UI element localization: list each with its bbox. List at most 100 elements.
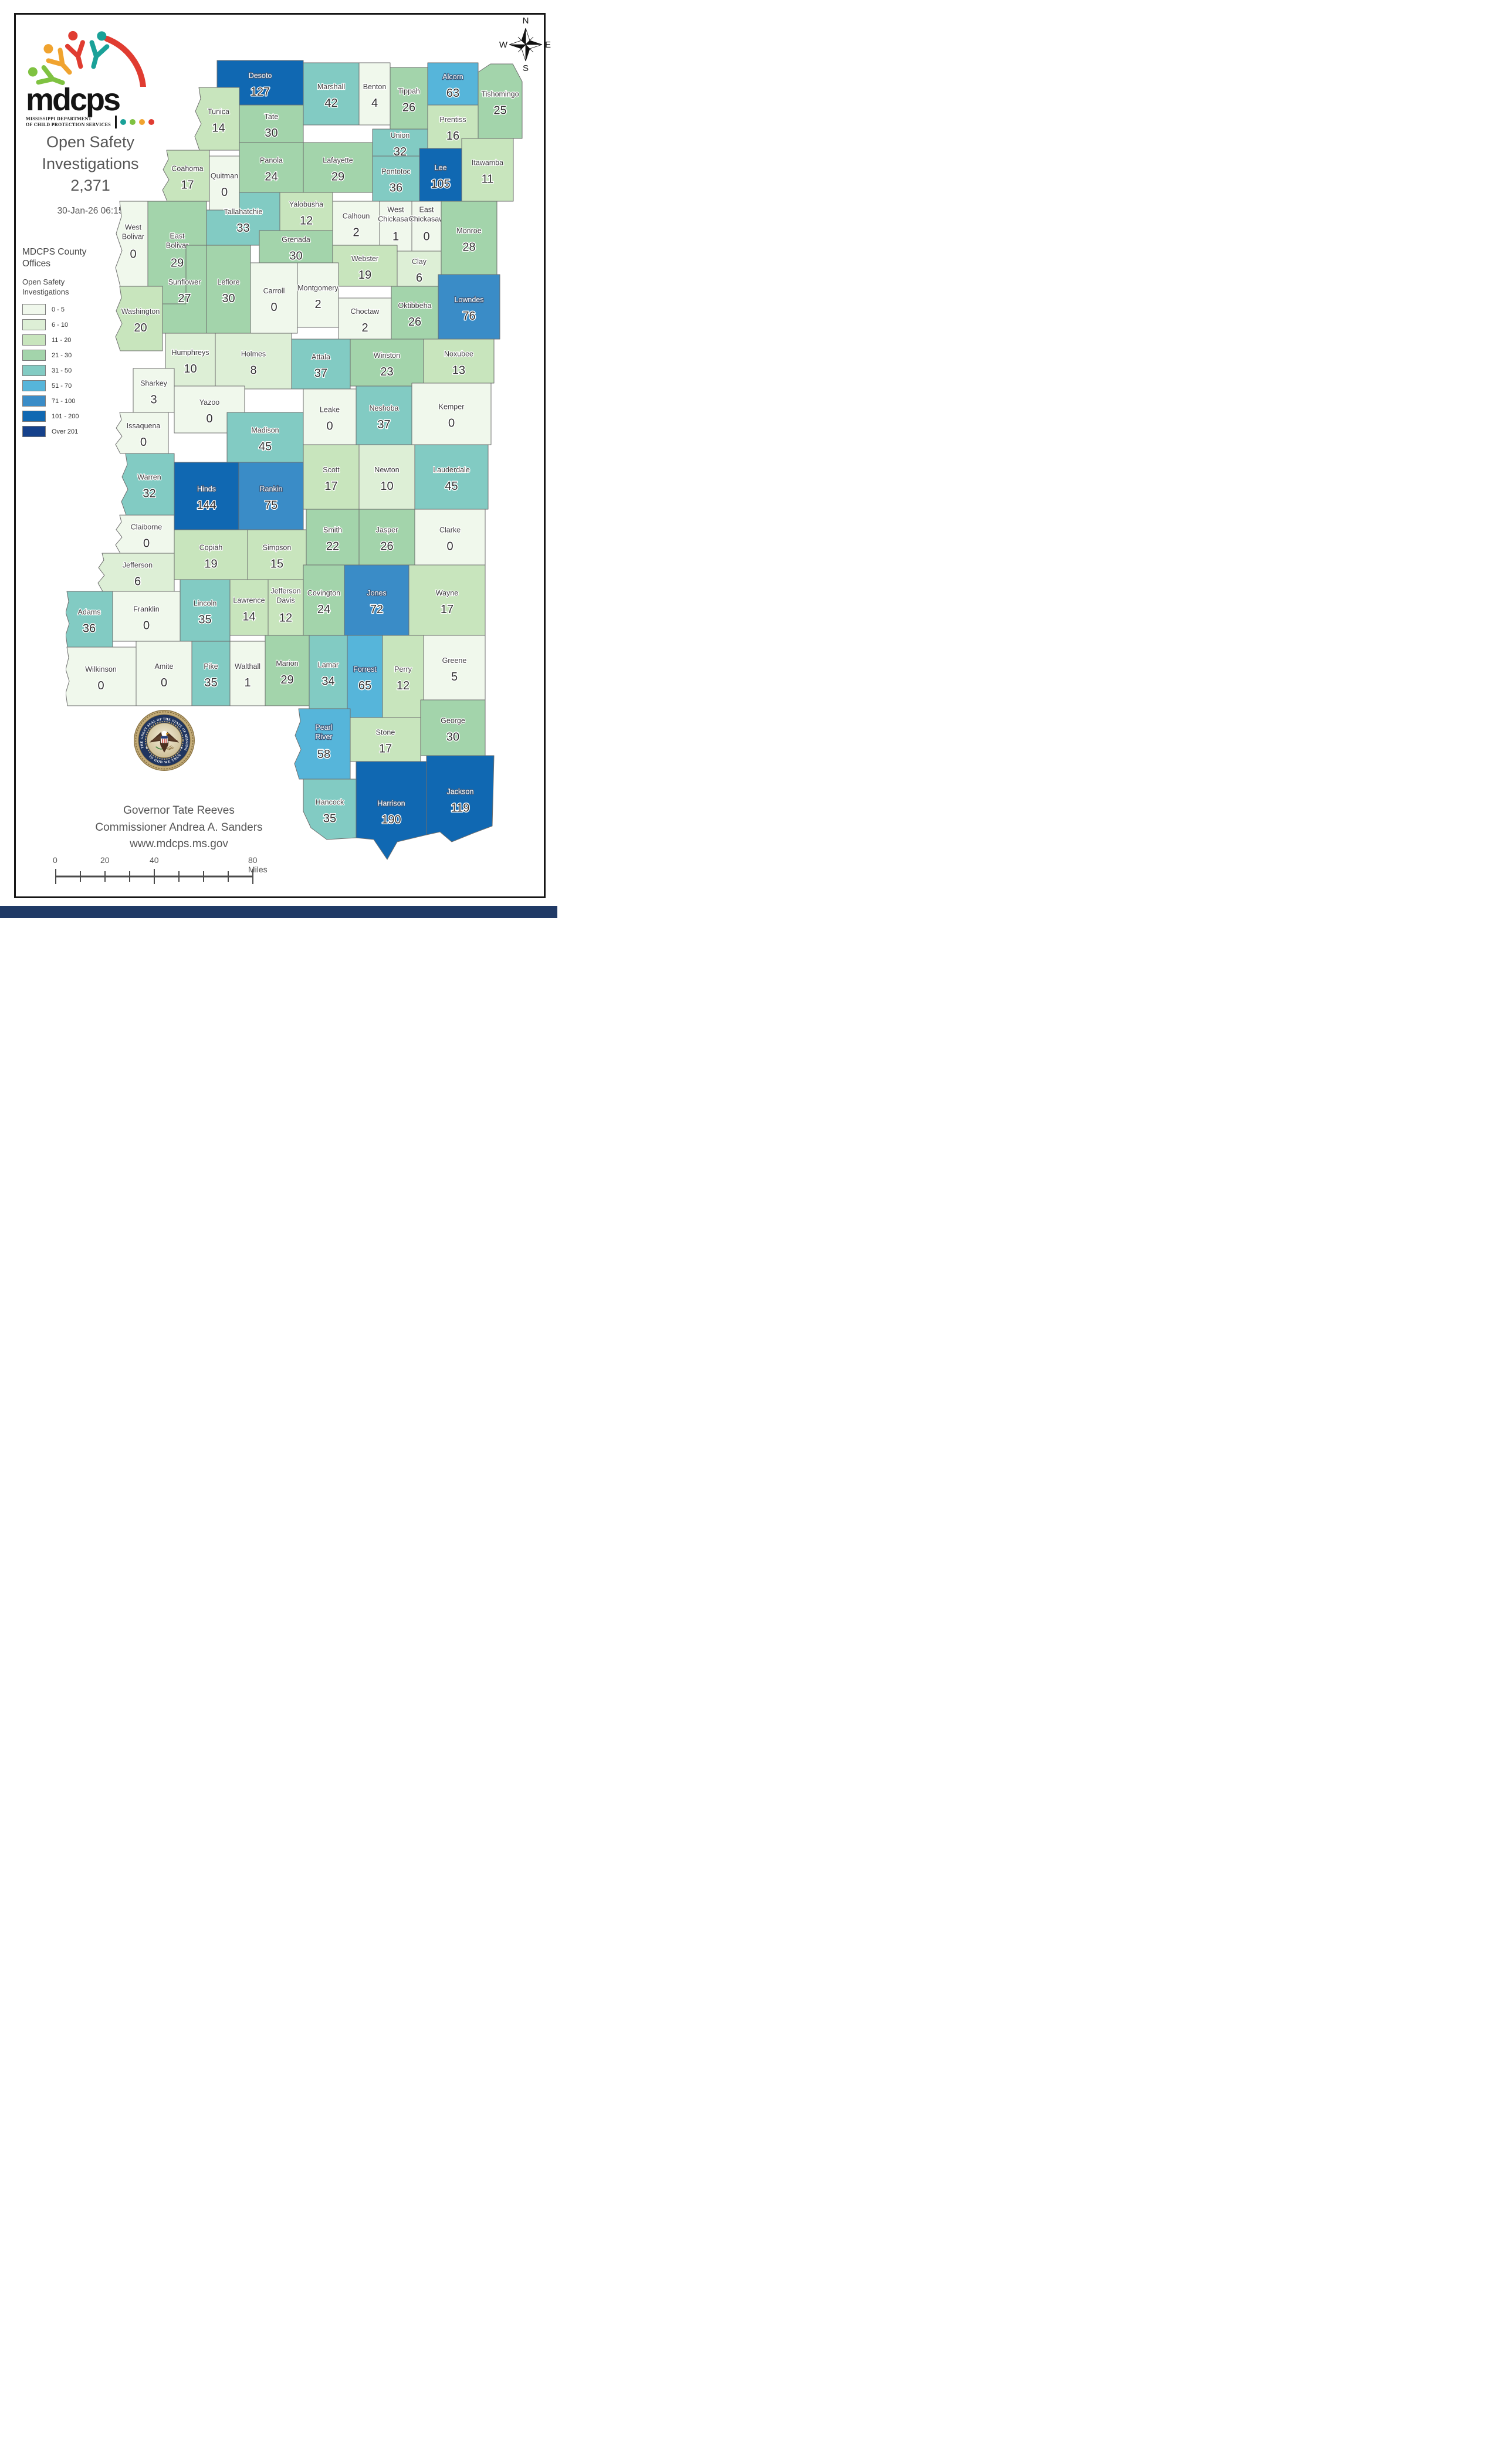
county-bolivar_e-name: Bolivar bbox=[166, 242, 188, 250]
county-adams-name: Adams bbox=[78, 608, 101, 617]
logo-person-icon bbox=[43, 44, 72, 75]
county-lafayette bbox=[303, 142, 373, 193]
logo-tagline: MISSISSIPPI DEPARTMENT OF CHILD PROTECTI… bbox=[26, 116, 111, 128]
county-pearlriver bbox=[294, 708, 351, 780]
county-lawrence bbox=[229, 579, 269, 636]
county-covington bbox=[303, 564, 345, 636]
county-holmes-value: 8 bbox=[250, 364, 256, 377]
scale-label-0: 0 bbox=[53, 855, 57, 865]
county-greene bbox=[423, 635, 486, 700]
legend-row-2: 11 - 20 bbox=[22, 334, 122, 346]
county-coahoma-value: 17 bbox=[181, 179, 194, 192]
compass-east-label: E bbox=[545, 40, 551, 50]
county-franklin-name: Franklin bbox=[133, 605, 160, 614]
county-madison-name: Madison bbox=[251, 427, 279, 435]
county-pike bbox=[191, 641, 231, 706]
county-scott-value: 17 bbox=[324, 480, 337, 493]
report-title-line2: Investigations bbox=[42, 155, 139, 172]
county-oktibbeha-name: Oktibbeha bbox=[398, 302, 432, 310]
county-tishomingo-name: Tishomingo bbox=[481, 90, 519, 99]
county-warren bbox=[121, 453, 175, 516]
county-sunflower-value: 27 bbox=[178, 292, 191, 305]
county-carroll bbox=[250, 262, 298, 334]
county-itawamba bbox=[461, 138, 514, 202]
legend-offices-title: MDCPS County Offices bbox=[22, 247, 87, 269]
county-bolivar_w-value: 0 bbox=[130, 248, 136, 261]
county-quitman-name: Quitman bbox=[211, 172, 238, 180]
county-tunica-name: Tunica bbox=[208, 108, 229, 116]
county-tate-value: 30 bbox=[265, 127, 277, 140]
county-hancock-name: Hancock bbox=[316, 798, 344, 807]
county-leflore-name: Leflore bbox=[217, 278, 239, 286]
county-walthall-value: 1 bbox=[244, 676, 251, 689]
county-lincoln bbox=[180, 579, 231, 642]
county-greene-value: 5 bbox=[451, 671, 458, 683]
county-franklin-value: 0 bbox=[143, 620, 150, 632]
county-warren-name: Warren bbox=[137, 473, 161, 482]
county-yalobusha-name: Yalobusha bbox=[289, 201, 323, 209]
logo-tagline-row: MISSISSIPPI DEPARTMENT OF CHILD PROTECTI… bbox=[26, 116, 161, 128]
county-lawrence-name: Lawrence bbox=[233, 597, 265, 605]
county-leake-name: Leake bbox=[320, 406, 340, 414]
seal-star-left-icon: ★ bbox=[145, 746, 148, 750]
county-neshoba bbox=[356, 385, 412, 445]
county-claiborne-name: Claiborne bbox=[131, 523, 163, 532]
county-desoto-value: 127 bbox=[251, 86, 270, 99]
county-lee-value: 105 bbox=[431, 178, 450, 191]
county-simpson-name: Simpson bbox=[263, 544, 292, 552]
county-chickasaw_w-name: Chickasaw bbox=[378, 215, 414, 224]
county-newton bbox=[358, 444, 415, 510]
county-webster-value: 19 bbox=[358, 269, 371, 282]
county-jefferson-value: 6 bbox=[134, 576, 141, 588]
report-timestamp: 30-Jan-26 06:15 bbox=[57, 206, 124, 216]
county-lincoln-value: 35 bbox=[198, 614, 211, 627]
county-pontotoc-name: Pontotoc bbox=[381, 168, 410, 176]
county-benton-value: 4 bbox=[371, 97, 378, 110]
county-tippah bbox=[390, 67, 428, 130]
county-greene-name: Greene bbox=[442, 656, 467, 665]
county-calhoun-value: 2 bbox=[353, 226, 359, 239]
county-stone-value: 17 bbox=[379, 743, 392, 756]
county-walthall-name: Walthall bbox=[235, 662, 260, 671]
county-choctaw-name: Choctaw bbox=[351, 307, 380, 316]
logo-divider-bar bbox=[114, 116, 117, 128]
scale-label-40: 40 bbox=[150, 855, 159, 865]
legend-swatch-1 bbox=[22, 319, 46, 330]
logo-person-icon bbox=[65, 31, 85, 69]
county-desoto-name: Desoto bbox=[249, 72, 272, 80]
legend: MDCPS County Offices Open Safety Investi… bbox=[22, 246, 122, 441]
county-chickasaw_e-name: East bbox=[419, 206, 434, 214]
report-title-block: Open Safety Investigations 2,371 30-Jan-… bbox=[16, 131, 164, 216]
legend-row-4: 31 - 50 bbox=[22, 365, 122, 376]
county-lafayette-value: 29 bbox=[331, 171, 344, 184]
report-page: mdcps MISSISSIPPI DEPARTMENT OF CHILD PR… bbox=[0, 0, 557, 918]
mdcps-logo: mdcps MISSISSIPPI DEPARTMENT OF CHILD PR… bbox=[26, 18, 161, 128]
county-itawamba-value: 11 bbox=[482, 173, 494, 186]
county-monroe-name: Monroe bbox=[456, 227, 481, 235]
county-itawamba-name: Itawamba bbox=[472, 159, 503, 167]
footer-commissioner: Commissioner Andrea A. Sanders bbox=[95, 821, 263, 834]
report-title-line1: Open Safety bbox=[46, 133, 135, 151]
county-hancock-value: 35 bbox=[323, 813, 336, 825]
legend-label-1: 6 - 10 bbox=[52, 321, 69, 329]
page-border-frame bbox=[14, 13, 546, 898]
county-scott bbox=[303, 444, 360, 510]
county-chickasaw_w-value: 1 bbox=[392, 231, 399, 243]
county-marshall-value: 42 bbox=[324, 97, 337, 110]
county-alcorn-name: Alcorn bbox=[442, 73, 463, 81]
county-marshall-name: Marshall bbox=[317, 83, 345, 91]
county-chickasaw_w-name: West bbox=[387, 206, 404, 214]
county-lamar bbox=[309, 635, 348, 709]
county-chickasaw_e-value: 0 bbox=[423, 231, 429, 243]
county-tishomingo bbox=[478, 63, 523, 139]
county-sunflower-name: Sunflower bbox=[168, 278, 201, 286]
county-lafayette-name: Lafayette bbox=[323, 157, 353, 165]
county-harrison bbox=[356, 761, 427, 860]
county-wilkinson-value: 0 bbox=[97, 679, 104, 692]
logo-tagline-line2: OF CHILD PROTECTION SERVICES bbox=[26, 122, 111, 127]
county-kemper bbox=[411, 383, 492, 445]
county-newton-name: Newton bbox=[374, 466, 399, 474]
county-tippah-value: 26 bbox=[402, 101, 415, 114]
county-jasper bbox=[358, 509, 415, 566]
county-wilkinson bbox=[66, 647, 137, 706]
